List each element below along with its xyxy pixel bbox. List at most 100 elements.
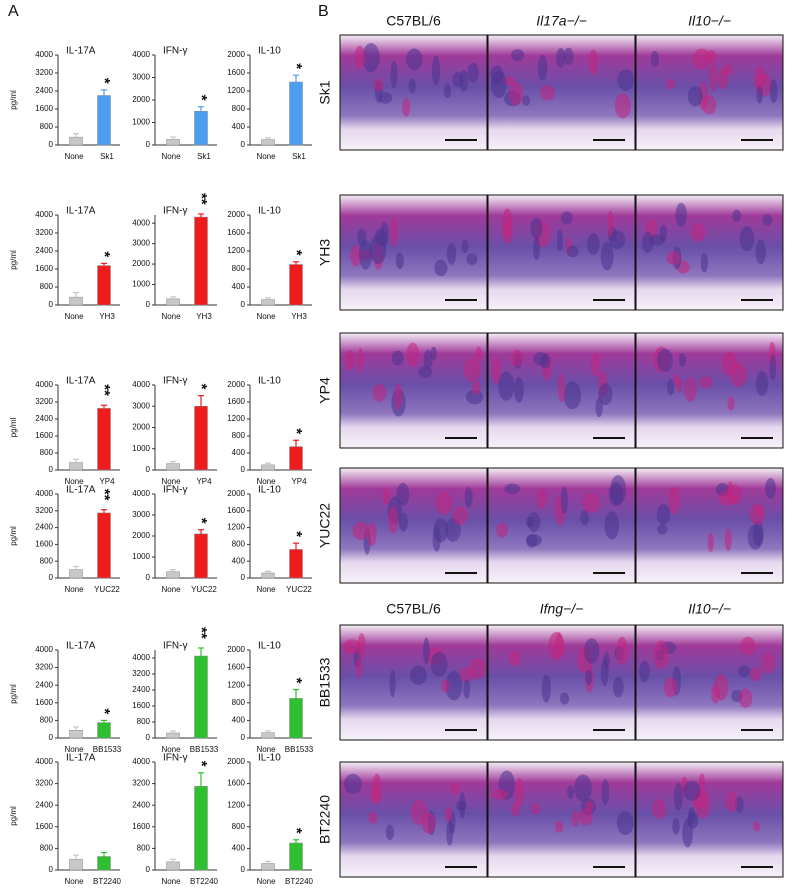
significance: *: [193, 384, 210, 390]
x-tick-label: YUC22: [94, 585, 120, 594]
tissue-detail: [563, 47, 574, 65]
chart-title: IFN-γ: [163, 46, 187, 57]
row-label: YUC22: [317, 503, 333, 548]
tissue-detail: [530, 803, 541, 815]
row-label: BB1533: [317, 657, 333, 707]
chart-title: IFN-γ: [163, 376, 187, 387]
significance: *: [288, 428, 305, 434]
y-tick-label: 800: [137, 844, 151, 853]
tissue-detail: [657, 524, 668, 535]
tissue-detail: [687, 86, 703, 107]
tissue-detail: [465, 389, 484, 405]
tissue-detail: [410, 665, 427, 685]
tissue-detail: [522, 95, 531, 107]
significance: *: [96, 708, 113, 714]
tissue-detail: [402, 98, 411, 117]
y-tick-label: 400: [232, 716, 246, 725]
y-tick-label: 4000: [35, 50, 53, 59]
y-tick-label: 1000: [132, 280, 150, 289]
column-header: Il17a−/−: [536, 13, 587, 29]
tissue-detail: [571, 809, 580, 827]
y-tick-label: 3000: [132, 510, 150, 519]
tissue-detail: [540, 85, 555, 101]
tissue-detail: [362, 43, 380, 73]
y-tick-label: 2000: [132, 423, 150, 432]
y-tick-label: 2000: [227, 489, 245, 498]
tissue-detail: [730, 362, 747, 388]
tissue-detail: [510, 802, 521, 817]
row-label: Sk1: [317, 80, 333, 104]
image-border: [487, 34, 636, 151]
y-tick-label: 2000: [227, 757, 245, 766]
y-tick-label: 2400: [35, 86, 53, 95]
tissue-detail: [396, 482, 410, 506]
tissue-detail: [471, 379, 481, 395]
tissue-detail: [603, 651, 610, 669]
y-tick-label: 0: [146, 865, 151, 874]
y-tick-label: 2000: [227, 210, 245, 219]
column-header: Il10−/−: [688, 601, 731, 617]
x-tick-label: None: [64, 152, 84, 161]
y-tick-label: 0: [241, 140, 246, 149]
tissue-detail: [373, 78, 384, 92]
y-tick-label: 1600: [35, 104, 53, 113]
tissue-detail: [614, 93, 632, 119]
tissue-detail: [422, 637, 430, 665]
chart-title: IL-17A: [66, 46, 96, 57]
tissue-detail: [604, 511, 620, 540]
column-header: Il10−/−: [688, 13, 731, 29]
tissue-detail: [755, 370, 769, 397]
tissue-detail: [639, 660, 650, 683]
tissue-detail: [672, 817, 680, 835]
tissue-detail: [607, 210, 614, 238]
tissue-detail: [587, 232, 600, 256]
x-tick-label: BT2240: [190, 877, 219, 886]
tissue-detail: [463, 679, 471, 699]
y-tick-label: 0: [146, 573, 151, 582]
x-tick-label: None: [256, 152, 276, 161]
tissue-detail: [765, 478, 777, 499]
tissue-detail: [533, 351, 548, 366]
y-tick-label: 0: [49, 140, 54, 149]
tissue-detail: [559, 692, 570, 705]
tissue-detail: [676, 378, 683, 393]
tissue-detail: [724, 528, 732, 551]
y-tick-label: 800: [40, 122, 54, 131]
y-tick-label: 1200: [227, 680, 245, 689]
tissue-detail: [666, 379, 675, 396]
tissue-detail: [718, 491, 736, 506]
tissue-detail: [357, 347, 364, 373]
tissue-detail: [612, 676, 624, 698]
bar: [261, 464, 275, 471]
tissue-detail: [706, 50, 717, 64]
significance: *: [288, 63, 305, 69]
tissue-detail: [406, 48, 423, 71]
tissue-detail: [514, 377, 524, 404]
tissue-detail: [556, 47, 566, 68]
image-border: [339, 34, 488, 151]
y-tick-label: 4000: [132, 489, 150, 498]
y-tick-label: 3200: [132, 779, 150, 788]
y-tick-label: 400: [232, 122, 246, 131]
tissue-detail: [769, 79, 778, 104]
y-tick-label: 800: [40, 844, 54, 853]
tissue-detail: [344, 350, 355, 371]
tissue-detail: [653, 640, 670, 670]
column-header: C57BL/6: [386, 601, 441, 617]
tissue-detail: [598, 383, 613, 406]
significance: *: [193, 95, 210, 101]
tissue-detail: [525, 534, 538, 548]
chart-title: IL-17A: [66, 376, 96, 387]
tissue-detail: [469, 657, 487, 680]
tissue-detail: [475, 346, 482, 362]
y-axis-label: pg/ml: [9, 806, 18, 826]
y-tick-label: 4000: [132, 757, 150, 766]
tissue-detail: [440, 679, 450, 693]
chart-title: IL-10: [258, 485, 281, 496]
y-tick-label: 800: [40, 556, 54, 565]
y-tick-label: 1000: [132, 118, 150, 127]
y-tick-label: 2400: [35, 800, 53, 809]
image-border: [339, 467, 488, 584]
tissue-detail: [496, 522, 509, 538]
